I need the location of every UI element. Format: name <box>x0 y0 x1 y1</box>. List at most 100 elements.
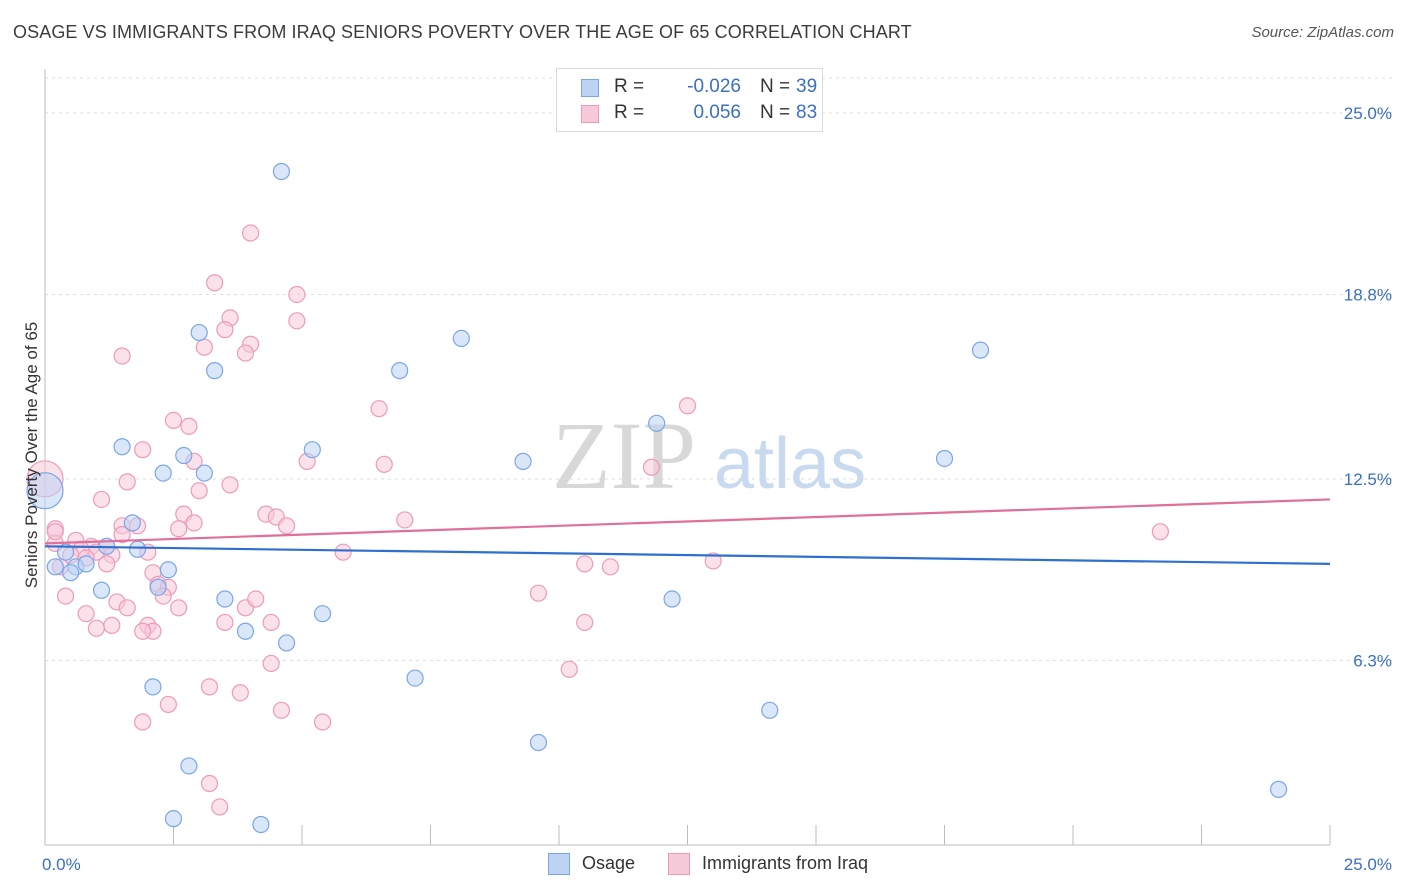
y-tick-label: 12.5% <box>1344 470 1392 489</box>
osage-points <box>26 162 1288 834</box>
osage-point <box>154 464 172 482</box>
iraq-point <box>396 511 414 529</box>
osage-point <box>123 514 141 532</box>
watermark-atlas: atlas <box>714 424 866 504</box>
iraq-point <box>560 660 578 678</box>
osage-point <box>149 578 167 596</box>
iraq-n-value: 83 <box>796 102 818 123</box>
osage-point <box>113 438 131 456</box>
y-tick-label: 6.3% <box>1353 652 1392 671</box>
iraq-legend-swatch <box>668 853 690 875</box>
iraq-point <box>247 590 265 608</box>
osage-point <box>206 362 224 380</box>
osage-legend-label: Osage <box>582 853 636 873</box>
y-tick-label: 25.0% <box>1344 104 1392 123</box>
osage-legend-swatch <box>548 853 570 875</box>
source-credit: Source: ZipAtlas.com <box>1251 24 1394 41</box>
iraq-point <box>601 558 620 576</box>
iraq-point <box>370 400 388 418</box>
osage-point <box>663 590 681 608</box>
iraq-point <box>272 701 291 719</box>
osage-point <box>648 414 666 432</box>
iraq-point <box>1151 523 1169 541</box>
osage-point <box>92 581 111 599</box>
osage-point <box>313 605 332 623</box>
osage-point <box>195 464 213 482</box>
iraq-point <box>180 417 198 435</box>
osage-point <box>761 701 779 719</box>
x-tick-label: 0.0% <box>42 855 81 874</box>
osage-point <box>26 472 64 510</box>
iraq-point <box>262 654 280 673</box>
osage-point <box>46 558 64 576</box>
iraq-point <box>134 713 152 731</box>
tick-labels: 6.3% 12.5% 18.8% 25.0% 0.0% 25.0% <box>42 104 1392 874</box>
iraq-points <box>26 224 1169 816</box>
iraq-point <box>704 552 722 570</box>
iraq-point <box>200 678 219 696</box>
iraq-point <box>113 525 131 544</box>
osage-point <box>159 561 177 579</box>
osage-point <box>175 446 193 465</box>
iraq-point <box>375 455 393 473</box>
iraq-point <box>103 616 121 634</box>
iraq-point <box>313 713 332 731</box>
osage-point <box>190 323 208 342</box>
osage-point <box>144 678 162 696</box>
osage-point <box>216 590 234 608</box>
iraq-point <box>190 482 208 500</box>
osage-point <box>164 810 183 828</box>
osage-point <box>56 543 75 561</box>
iraq-point <box>185 514 203 532</box>
osage-n-value: 39 <box>796 76 818 97</box>
iraq-r-value: 0.056 <box>693 102 741 123</box>
osage-r-value: -0.026 <box>687 76 741 97</box>
iraq-point <box>236 344 255 362</box>
iraq-point <box>200 774 219 793</box>
osage-point <box>180 757 198 775</box>
osage-point <box>935 449 954 468</box>
iraq-legend-label: Immigrants from Iraq <box>702 853 869 873</box>
grid-lines <box>45 77 1392 662</box>
iraq-point <box>134 441 152 459</box>
iraq-point <box>92 490 111 509</box>
iraq-point <box>206 274 224 292</box>
iraq-point <box>134 622 152 640</box>
x-tick-label: 25.0% <box>1344 855 1392 874</box>
iraq-point <box>118 599 136 617</box>
iraq-point <box>288 312 306 330</box>
osage-point <box>406 669 424 687</box>
iraq-trend-line <box>44 498 1331 545</box>
iraq-point <box>334 543 352 561</box>
chart-title: OSAGE VS IMMIGRANTS FROM IRAQ SENIORS PO… <box>13 22 912 42</box>
iraq-point <box>56 587 75 605</box>
y-axis-label: Seniors Poverty Over the Age of 65 <box>22 322 41 588</box>
iraq-point <box>170 520 188 538</box>
osage-point <box>971 341 990 359</box>
iraq-point <box>529 584 548 602</box>
osage-point <box>236 622 255 640</box>
iraq-point <box>277 517 296 535</box>
iraq-point <box>216 321 234 339</box>
iraq-point <box>164 411 183 429</box>
iraq-point <box>642 458 661 476</box>
axes <box>44 69 1331 846</box>
osage-point <box>452 329 470 348</box>
osage-point <box>77 555 95 573</box>
osage-point <box>303 441 321 459</box>
iraq-point <box>262 613 280 632</box>
iraq-point <box>98 555 116 573</box>
iraq-point <box>242 224 260 242</box>
osage-point <box>272 162 291 181</box>
iraq-point <box>216 613 234 632</box>
iraq-point <box>118 473 136 491</box>
iraq-point <box>221 476 239 494</box>
osage-point <box>62 564 80 582</box>
osage-point <box>252 815 270 834</box>
iraq-point <box>159 695 177 714</box>
iraq-point <box>211 798 229 816</box>
iraq-point <box>87 619 106 637</box>
iraq-swatch <box>581 105 599 123</box>
iraq-point <box>195 338 213 356</box>
